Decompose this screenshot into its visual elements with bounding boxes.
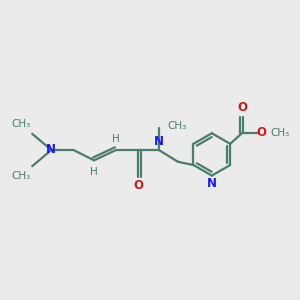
Text: CH₃: CH₃ bbox=[270, 128, 290, 138]
Text: O: O bbox=[256, 126, 266, 139]
Text: H: H bbox=[90, 167, 98, 177]
Text: H: H bbox=[112, 134, 120, 143]
Text: CH₃: CH₃ bbox=[11, 119, 31, 129]
Text: O: O bbox=[238, 101, 248, 114]
Text: N: N bbox=[154, 135, 164, 148]
Text: CH₃: CH₃ bbox=[167, 122, 186, 131]
Text: O: O bbox=[133, 179, 143, 192]
Text: CH₃: CH₃ bbox=[11, 171, 31, 181]
Text: N: N bbox=[46, 143, 56, 157]
Text: N: N bbox=[207, 177, 217, 190]
